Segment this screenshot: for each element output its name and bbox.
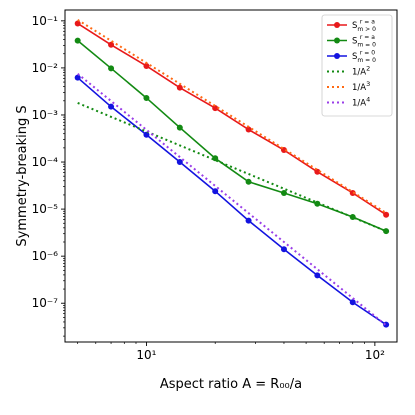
data-point: [280, 246, 287, 253]
data-point: [176, 124, 183, 131]
data-point: [74, 74, 81, 81]
y-tick-label: 10⁻⁶: [32, 249, 59, 263]
y-axis-label: Symmetry-breaking S: [15, 105, 30, 246]
legend: Sm > 0r = aSm = 0r = aSm = 0r = 01/A2 1/A…: [321, 14, 393, 117]
data-point: [314, 272, 321, 279]
data-point: [245, 217, 252, 224]
legend-entry-4: 1/A3: [327, 80, 370, 93]
data-point: [245, 178, 252, 185]
series-line-5: [77, 73, 387, 327]
data-point: [349, 213, 356, 220]
series-2: [74, 74, 390, 328]
data-point: [74, 37, 81, 44]
x-tick-label: 10²: [365, 348, 385, 362]
y-tick-label: 10⁻⁷: [32, 296, 59, 310]
data-point: [212, 188, 219, 195]
legend-label: 1/A3: [352, 80, 370, 93]
data-point: [280, 189, 287, 196]
data-point: [383, 211, 390, 218]
legend-marker: [334, 22, 340, 28]
data-point: [108, 65, 115, 72]
axis-ticks: 10¹ 10² 10⁻⁷ 10⁻⁶ 10⁻⁵ 10⁻⁴ 10⁻³ 10⁻² 10⁻¹: [32, 14, 386, 362]
series-3: [77, 102, 387, 233]
y-tick-label: 10⁻⁵: [32, 202, 59, 216]
data-point: [74, 20, 81, 27]
legend-entry-0: Sm > 0r = a: [327, 19, 376, 34]
data-point: [108, 41, 115, 48]
legend-entry-1: Sm = 0r = a: [327, 34, 376, 49]
series-5: [77, 73, 387, 327]
series-line-2: [77, 77, 387, 326]
legend-label: 1/A4: [352, 96, 370, 109]
series-line-3: [77, 102, 387, 233]
data-point: [383, 228, 390, 235]
x-tick-label: 10¹: [136, 348, 156, 362]
legend-label: Sm = 0r = 0: [352, 50, 376, 65]
legend-marker: [334, 37, 340, 44]
data-point: [143, 62, 150, 69]
y-tick-label: 10⁻¹: [32, 14, 59, 28]
y-tick-label: 10⁻⁴: [32, 155, 59, 169]
data-point: [245, 126, 252, 133]
plot-area: [74, 19, 390, 328]
legend-label: Sm = 0r = a: [352, 34, 376, 49]
y-tick-label: 10⁻³: [32, 108, 59, 122]
data-point: [349, 299, 356, 306]
data-point: [143, 131, 150, 138]
legend-marker: [334, 53, 340, 59]
y-tick-label: 10⁻²: [32, 61, 59, 75]
data-point: [212, 105, 219, 112]
legend-entry-2: Sm = 0r = 0: [327, 50, 376, 65]
data-point: [176, 159, 183, 166]
legend-label: 1/A2: [352, 65, 370, 78]
series-line-4: [77, 19, 387, 214]
legend-label: Sm > 0r = a: [352, 19, 376, 34]
legend-entry-3: 1/A2: [327, 65, 370, 78]
data-point: [176, 84, 183, 91]
series-4: [77, 19, 387, 214]
x-axis-label: Aspect ratio A = R₀₀/a: [160, 377, 302, 392]
series-1: [74, 37, 390, 235]
legend-entry-5: 1/A4: [327, 96, 370, 109]
data-point: [314, 168, 321, 175]
series-line-0: [77, 22, 387, 216]
data-point: [143, 94, 150, 101]
series-line-1: [77, 40, 387, 232]
series-0: [74, 20, 390, 218]
data-point: [108, 103, 115, 110]
